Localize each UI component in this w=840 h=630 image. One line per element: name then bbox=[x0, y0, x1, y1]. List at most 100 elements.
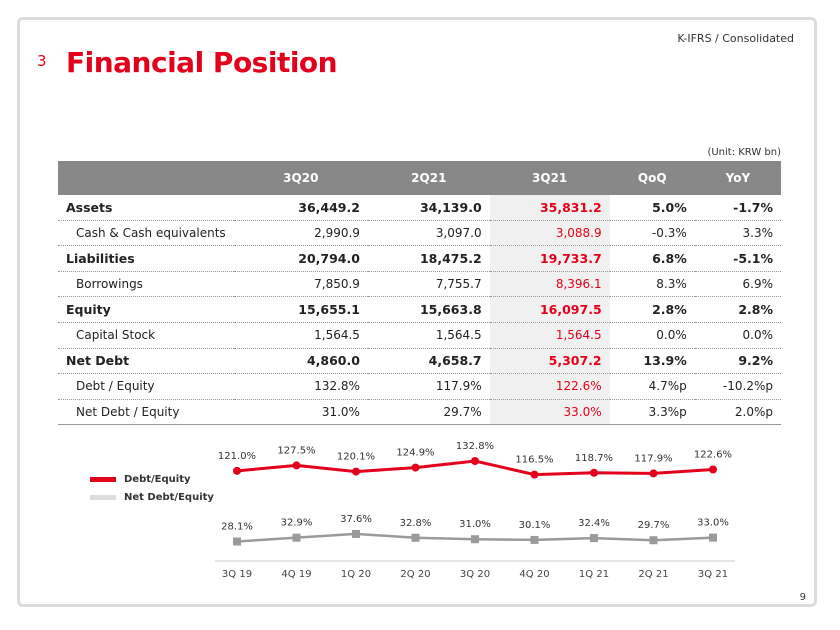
cell-value: 132.8% bbox=[233, 373, 368, 400]
data-label: 28.1% bbox=[221, 522, 253, 533]
x-tick-label: 3Q 20 bbox=[460, 569, 490, 580]
data-point bbox=[471, 535, 479, 544]
data-point bbox=[352, 467, 360, 476]
data-label: 30.1% bbox=[519, 520, 551, 531]
cell-value: 3.3% bbox=[694, 220, 781, 247]
cell-value: 3.3%p bbox=[609, 399, 695, 426]
cell-value: 31.0% bbox=[233, 399, 368, 426]
data-point bbox=[411, 463, 420, 472]
row-label: Liabilities bbox=[58, 245, 234, 272]
data-point bbox=[590, 468, 598, 477]
data-label: 121.0% bbox=[218, 451, 256, 462]
cell-value: 0.0% bbox=[694, 322, 781, 349]
data-point bbox=[352, 529, 360, 538]
debt-ratio-line-chart: 121.0% 127.5% 120.1% 124.9% 132.8% 116.5% 118.… bbox=[215, 441, 735, 580]
data-label: 37.6% bbox=[340, 514, 372, 525]
cell-value: 4,658.7 bbox=[367, 348, 490, 375]
cell-value: 2.0%p bbox=[694, 399, 781, 426]
data-point bbox=[709, 533, 717, 542]
chart-legend: Debt/Equity Net Debt/Equity bbox=[90, 470, 214, 506]
row-label: Equity bbox=[58, 296, 234, 323]
data-point bbox=[411, 533, 420, 542]
cell-value: 20,794.0 bbox=[233, 245, 368, 272]
data-label: 132.8% bbox=[456, 441, 494, 452]
cell-value: 4,860.0 bbox=[233, 348, 368, 375]
cell-value: 29.7% bbox=[367, 399, 490, 426]
cell-value: 34,139.0 bbox=[367, 195, 490, 221]
cell-value: 122.6% bbox=[489, 373, 610, 400]
x-tick-label: 3Q 21 bbox=[698, 569, 728, 580]
cell-value: 5,307.2 bbox=[489, 348, 610, 375]
cell-value: -5.1% bbox=[694, 245, 781, 272]
cell-value: 2.8% bbox=[609, 296, 695, 323]
data-point bbox=[292, 461, 301, 470]
section-number: 3 bbox=[37, 52, 47, 70]
data-label: 117.9% bbox=[634, 453, 672, 464]
cell-value: 9.2% bbox=[694, 348, 781, 375]
cell-value: 6.9% bbox=[694, 271, 781, 298]
page-title: Financial Position bbox=[66, 46, 338, 79]
cell-value: 3,088.9 bbox=[489, 220, 610, 247]
accounting-standard: K-IFRS / Consolidated bbox=[677, 32, 794, 45]
row-label: Debt / Equity bbox=[58, 373, 234, 400]
data-label: 118.7% bbox=[575, 453, 613, 464]
table-row: Equity 15,655.1 15,663.8 16,097.5 2.8% 2… bbox=[58, 296, 781, 323]
data-label: 124.9% bbox=[396, 448, 434, 459]
cell-value: 4.7%p bbox=[609, 373, 695, 400]
row-label: Borrowings bbox=[58, 271, 234, 298]
cell-value: 1,564.5 bbox=[367, 322, 490, 349]
column-header: QoQ bbox=[609, 161, 695, 195]
cell-value: 15,663.8 bbox=[367, 296, 490, 323]
cell-value: 15,655.1 bbox=[233, 296, 368, 323]
column-header: 2Q21 bbox=[367, 161, 490, 195]
data-label: 31.0% bbox=[459, 519, 491, 530]
data-label: 32.8% bbox=[400, 518, 432, 529]
financial-position-table: 3Q20 2Q21 3Q21 QoQ YoY Assets 36,449.2 3… bbox=[58, 161, 781, 426]
legend-item-net-debt-equity: Net Debt/Equity bbox=[90, 488, 214, 506]
data-point bbox=[649, 536, 658, 545]
cell-value: 16,097.5 bbox=[489, 296, 610, 323]
cell-value: 19,733.7 bbox=[489, 245, 610, 272]
cell-value: 36,449.2 bbox=[233, 195, 368, 221]
x-tick-label: 1Q 21 bbox=[579, 569, 609, 580]
cell-value: -1.7% bbox=[694, 195, 781, 221]
cell-value: 13.9% bbox=[609, 348, 695, 375]
row-label: Net Debt / Equity bbox=[58, 399, 234, 426]
column-header: 3Q20 bbox=[233, 161, 368, 195]
data-point bbox=[233, 466, 241, 475]
data-point bbox=[590, 534, 598, 543]
table-row: Borrowings 7,850.9 7,755.7 8,396.1 8.3% … bbox=[58, 271, 781, 298]
data-point bbox=[471, 457, 479, 465]
x-tick-label: 1Q 20 bbox=[341, 569, 371, 580]
data-label: 122.6% bbox=[694, 450, 732, 461]
cell-value: 0.0% bbox=[609, 322, 695, 349]
unit-label: (Unit: KRW bn) bbox=[707, 147, 781, 158]
cell-value: 5.0% bbox=[609, 195, 695, 221]
data-label: 116.5% bbox=[515, 455, 553, 466]
x-tick-label: 4Q 19 bbox=[281, 569, 311, 580]
column-header: 3Q21 bbox=[489, 161, 610, 195]
data-point bbox=[292, 533, 301, 542]
cell-value: 1,564.5 bbox=[233, 322, 368, 349]
legend-item-debt-equity: Debt/Equity bbox=[90, 470, 214, 488]
data-point bbox=[530, 535, 539, 544]
cell-value: 7,850.9 bbox=[233, 271, 368, 298]
table-row: Net Debt 4,860.0 4,658.7 5,307.2 13.9% 9… bbox=[58, 348, 781, 375]
cell-value: 18,475.2 bbox=[367, 245, 490, 272]
data-label: 33.0% bbox=[697, 518, 729, 529]
cell-value: 2.8% bbox=[694, 296, 781, 323]
row-label: Cash & Cash equivalents bbox=[58, 220, 234, 247]
data-point bbox=[530, 470, 539, 479]
legend-label: Debt/Equity bbox=[124, 473, 191, 485]
row-label: Capital Stock bbox=[58, 322, 234, 349]
table-row: Cash & Cash equivalents 2,990.9 3,097.0 … bbox=[58, 220, 781, 247]
data-point bbox=[709, 465, 717, 474]
cell-value: 8.3% bbox=[609, 271, 695, 298]
table-row: Liabilities 20,794.0 18,475.2 19,733.7 6… bbox=[58, 245, 781, 272]
legend-label: Net Debt/Equity bbox=[124, 491, 214, 503]
cell-value: 1,564.5 bbox=[489, 322, 610, 349]
data-label: 32.4% bbox=[578, 518, 610, 529]
column-header: YoY bbox=[694, 161, 781, 195]
cell-value: 3,097.0 bbox=[367, 220, 490, 247]
x-tick-label: 2Q 20 bbox=[400, 569, 430, 580]
